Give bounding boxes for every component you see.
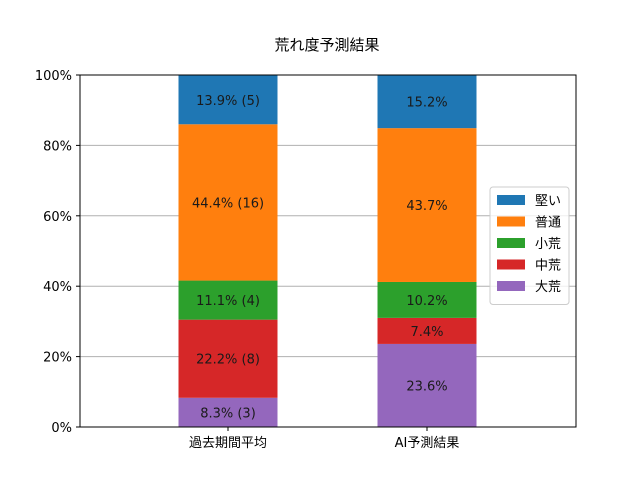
legend-box: [489, 186, 570, 305]
segment-label: 23.6%: [406, 379, 447, 394]
x-tick-label: AI予測結果: [395, 436, 460, 451]
segment-label: 13.9% (5): [196, 94, 260, 109]
bar-segment: [178, 75, 278, 125]
legend-swatch: [497, 216, 525, 227]
legend-label: 堅い: [535, 194, 561, 209]
plot-frame: [79, 74, 577, 428]
bar-segment: [377, 74, 477, 129]
segment-label: 44.4% (16): [192, 196, 264, 211]
segment-label: 7.4%: [410, 325, 443, 340]
legend-swatch: [497, 238, 525, 248]
legend-label: 中荒: [535, 259, 561, 274]
legend-swatch: [497, 195, 525, 205]
x-axis: 過去期間平均 AI予測結果: [189, 427, 459, 451]
bar-segment: [377, 281, 477, 318]
bar-segment: [377, 128, 477, 282]
y-axis: 0% 20% 40% 60% 80% 100%: [35, 69, 80, 436]
y-tick-label: 0%: [51, 421, 72, 436]
segment-label: 8.3% (3): [200, 406, 256, 421]
segment-label: 15.2%: [406, 95, 447, 110]
legend-label: 大荒: [535, 280, 561, 295]
bar-segment: [178, 319, 278, 398]
bar-segment: [178, 280, 278, 320]
y-tick-label: 80%: [43, 139, 72, 154]
legend-label: 小荒: [535, 237, 561, 252]
bar-segment: [178, 124, 278, 281]
y-tick-label: 100%: [35, 69, 72, 84]
legend-swatch: [497, 259, 525, 270]
legend-swatch: [497, 281, 525, 291]
x-tick-label: 過去期間平均: [189, 436, 267, 451]
bar-segment: [377, 343, 477, 427]
segment-labels: 8.3% (3) 22.2% (8) 11.1% (4) 44.4% (16) 13.9…: [192, 94, 448, 422]
y-tick-label: 40%: [43, 280, 72, 295]
legend-label: 普通: [535, 216, 561, 231]
segment-label: 22.2% (8): [196, 353, 260, 368]
segment-label: 11.1% (4): [196, 294, 260, 309]
bar-segment: [377, 317, 477, 344]
segment-label: 43.7%: [406, 199, 447, 214]
y-tick-label: 20%: [43, 351, 72, 366]
y-tick-label: 60%: [43, 210, 72, 225]
chart-title: 荒れ度予測結果: [274, 36, 379, 54]
bar-segment: [178, 397, 278, 427]
segment-label: 10.2%: [406, 294, 447, 309]
bars: [178, 74, 477, 427]
